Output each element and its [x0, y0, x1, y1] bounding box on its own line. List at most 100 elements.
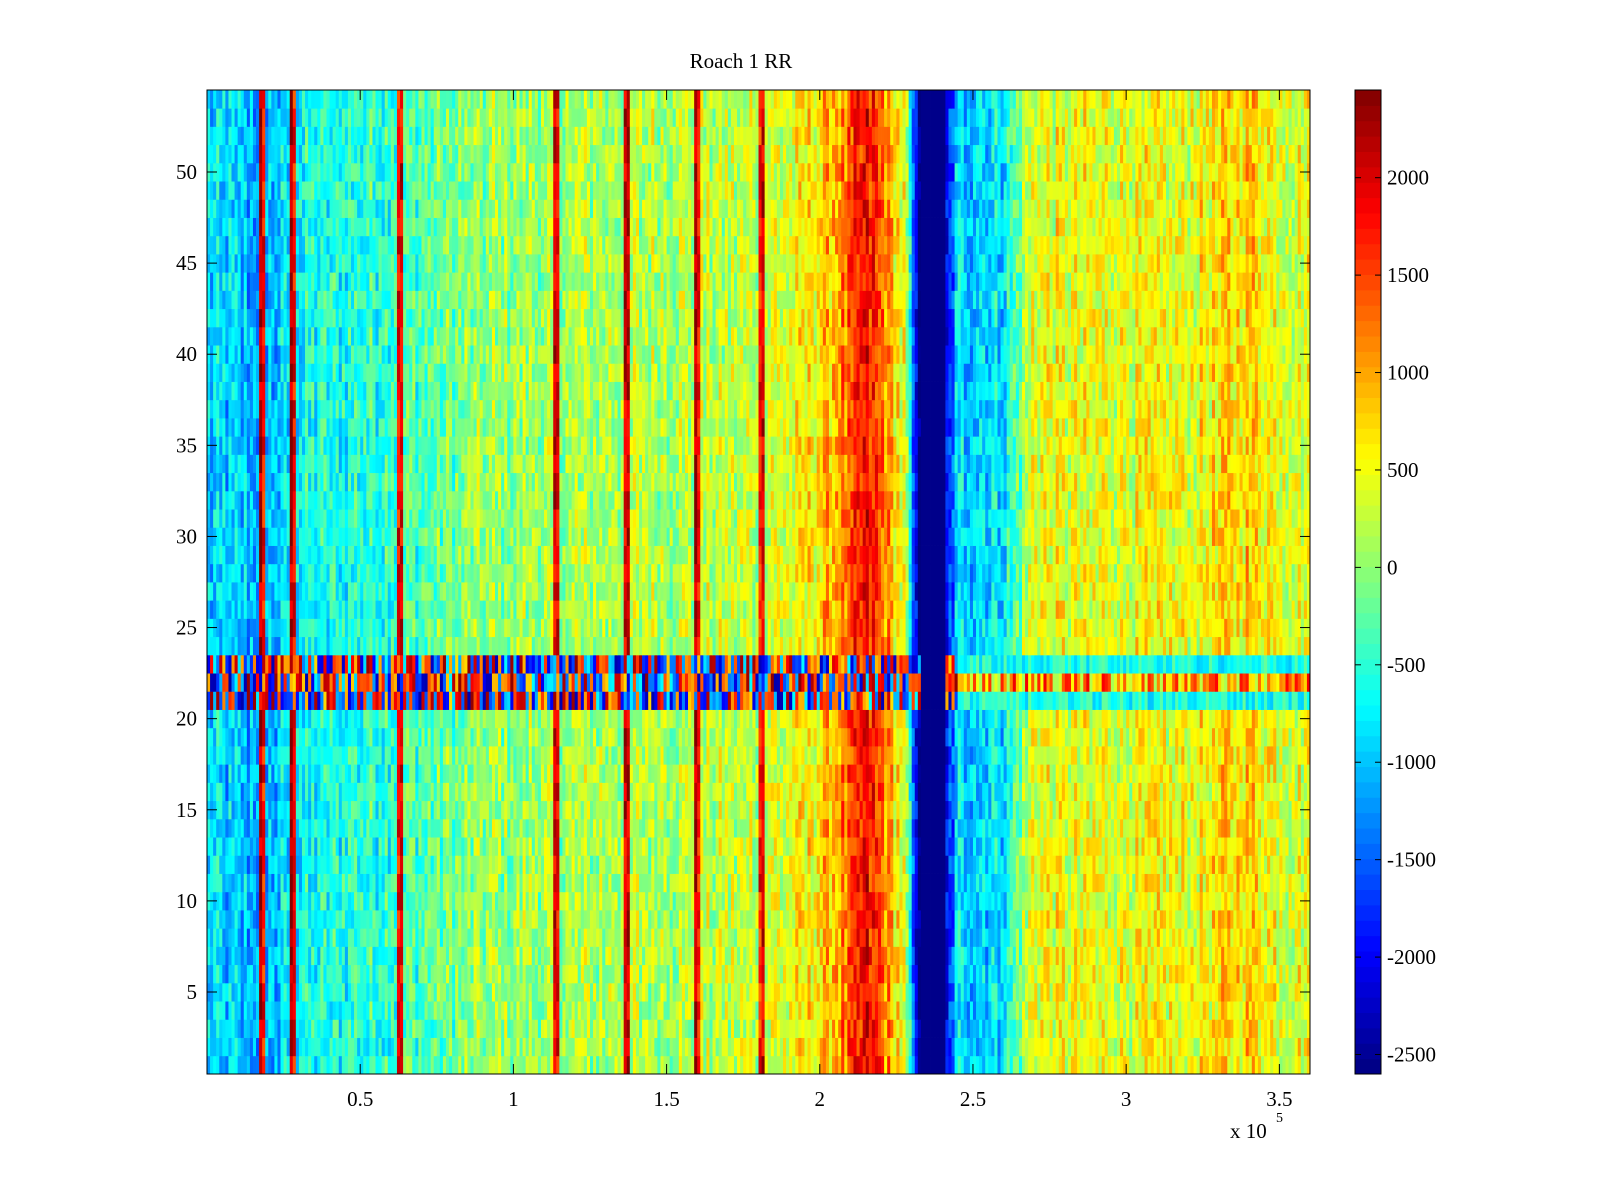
heatmap-cell [326, 1001, 330, 1020]
heatmap-cell [372, 910, 376, 929]
heatmap-cell [1227, 891, 1231, 911]
heatmap-cell [792, 946, 796, 966]
heatmap-cell [727, 891, 732, 911]
heatmap-cell [752, 1055, 756, 1075]
heatmap-cell [917, 818, 922, 838]
heatmap-cell [976, 928, 980, 947]
heatmap-cell [207, 1055, 211, 1075]
heatmap-cell [599, 1037, 603, 1057]
heatmap-cell [540, 1037, 545, 1057]
heatmap-cell [997, 1001, 1001, 1020]
heatmap-cell [801, 1055, 805, 1075]
heatmap-cell [706, 855, 710, 874]
heatmap-cell [620, 910, 625, 929]
heatmap-cell [237, 891, 242, 911]
heatmap-cell [1251, 891, 1256, 911]
heatmap-cell [375, 910, 379, 929]
heatmap-cell [213, 964, 217, 984]
heatmap-cell [213, 855, 217, 874]
heatmap-cell [1034, 982, 1038, 1002]
heatmap-cell [501, 1001, 505, 1020]
heatmap-cell [1300, 1001, 1305, 1020]
heatmap-cell [1208, 837, 1213, 856]
heatmap-cell [859, 873, 864, 893]
heatmap-cell [963, 982, 968, 1002]
heatmap-cell [246, 1055, 251, 1075]
heatmap-cell [593, 1055, 597, 1075]
heatmap-cell [969, 946, 974, 966]
heatmap-cell [1257, 1019, 1262, 1038]
heatmap-cell [393, 964, 398, 984]
heatmap-cell [1000, 1019, 1005, 1038]
heatmap-cell [424, 855, 428, 874]
heatmap-cell [1211, 1055, 1216, 1075]
heatmap-cell [237, 910, 242, 929]
heatmap-cell [1120, 946, 1124, 966]
heatmap-cell [976, 837, 980, 856]
heatmap-cell [733, 818, 738, 838]
heatmap-cell [305, 928, 309, 947]
heatmap-cell [445, 1037, 450, 1057]
heatmap-cell [608, 1019, 612, 1038]
heatmap-cell [495, 818, 499, 838]
heatmap-cell [804, 891, 808, 911]
heatmap-cell [525, 1037, 530, 1057]
heatmap-cell [1021, 1037, 1026, 1057]
heatmap-cell [1162, 982, 1167, 1002]
heatmap-cell [1006, 1001, 1011, 1020]
heatmap-cell [565, 964, 569, 984]
heatmap-cell [813, 1001, 818, 1020]
heatmap-cell [599, 1055, 603, 1075]
heatmap-cell [387, 873, 392, 893]
heatmap-cell [651, 928, 655, 947]
heatmap-cell [1046, 855, 1050, 874]
heatmap-cell [1172, 855, 1176, 874]
heatmap-cell [1205, 964, 1210, 984]
heatmap-cell [213, 818, 217, 838]
heatmap-cell [948, 928, 952, 947]
heatmap-cell [626, 982, 631, 1002]
heatmap-cell [1147, 910, 1152, 929]
heatmap-cell [439, 891, 444, 911]
heatmap-cell [877, 837, 882, 856]
heatmap-cell [945, 982, 949, 1002]
heatmap-cell [314, 928, 318, 947]
heatmap-cell [547, 891, 551, 911]
heatmap-cell [1218, 946, 1222, 966]
heatmap-cell [305, 1019, 309, 1038]
heatmap-cell [816, 928, 821, 947]
heatmap-cell [626, 928, 631, 947]
heatmap-cell [602, 1037, 606, 1057]
heatmap-cell [222, 910, 226, 929]
heatmap-cell [890, 982, 894, 1002]
heatmap-cell [645, 982, 649, 1002]
heatmap-cell [216, 982, 220, 1002]
heatmap-cell [286, 1055, 291, 1075]
heatmap-cell [1083, 855, 1087, 874]
heatmap-cell [593, 818, 597, 838]
heatmap-cell [283, 1001, 288, 1020]
heatmap-cell [1291, 1055, 1296, 1075]
heatmap-cell [1205, 1055, 1210, 1075]
heatmap-cell [301, 946, 306, 966]
heatmap-cell [1061, 928, 1066, 947]
heatmap-cell [660, 946, 664, 966]
heatmap-cell [498, 1055, 502, 1075]
heatmap-cell [614, 1055, 618, 1075]
heatmap-cell [317, 891, 321, 911]
heatmap-cell [1193, 837, 1198, 856]
heatmap-cell [666, 928, 671, 947]
heatmap-cell [268, 1019, 272, 1038]
heatmap-cell [1193, 855, 1198, 874]
heatmap-cell [1034, 946, 1038, 966]
heatmap-cell [308, 891, 312, 911]
heatmap-cell [593, 1001, 597, 1020]
heatmap-cell [678, 1055, 683, 1075]
heatmap-cell [1147, 891, 1152, 911]
heatmap-cell [881, 891, 885, 911]
heatmap-cell [406, 855, 410, 874]
heatmap-cell [1282, 873, 1286, 893]
heatmap-cell [773, 818, 778, 838]
heatmap-cell [795, 982, 799, 1002]
heatmap-cell [1064, 910, 1069, 929]
